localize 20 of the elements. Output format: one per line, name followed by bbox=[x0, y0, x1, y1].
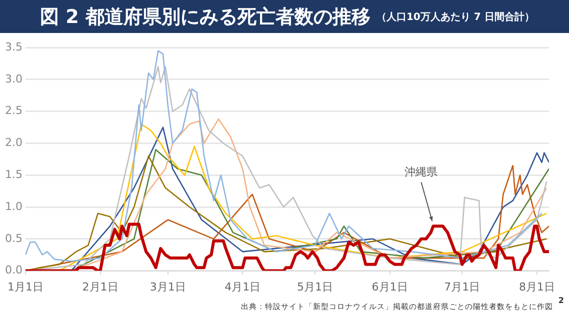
x-tick-label: 1月1日 bbox=[7, 280, 44, 294]
x-tick-label: 6月1日 bbox=[372, 280, 408, 294]
x-tick-label: 4月1日 bbox=[224, 280, 261, 294]
y-tick-label: 0.5 bbox=[4, 232, 22, 245]
y-tick-label: 0.0 bbox=[4, 264, 22, 277]
chart-subtitle: （人口10万人あたり 7 日間合計） bbox=[376, 10, 534, 24]
y-tick-label: 3.0 bbox=[4, 72, 22, 86]
x-tick-label: 8月1日 bbox=[518, 280, 555, 294]
y-tick-label: 2.0 bbox=[4, 136, 22, 150]
chart-title: 図 2 都道府県別にみる死亡者数の推移 bbox=[40, 4, 370, 30]
x-tick-label: 5月1日 bbox=[296, 280, 333, 294]
x-tick-label: 2月1日 bbox=[82, 280, 118, 294]
text: 沖縄県 bbox=[404, 166, 438, 179]
y-tick-label: 1.0 bbox=[4, 200, 22, 213]
x-tick-label: 3月1日 bbox=[150, 280, 186, 294]
text: 2 bbox=[558, 296, 564, 305]
x-tick-label: 7月1日 bbox=[444, 280, 480, 294]
y-tick-label: 2.5 bbox=[4, 104, 22, 118]
y-tick-label: 1.5 bbox=[4, 168, 22, 181]
y-tick-label: 3.5 bbox=[4, 40, 22, 54]
